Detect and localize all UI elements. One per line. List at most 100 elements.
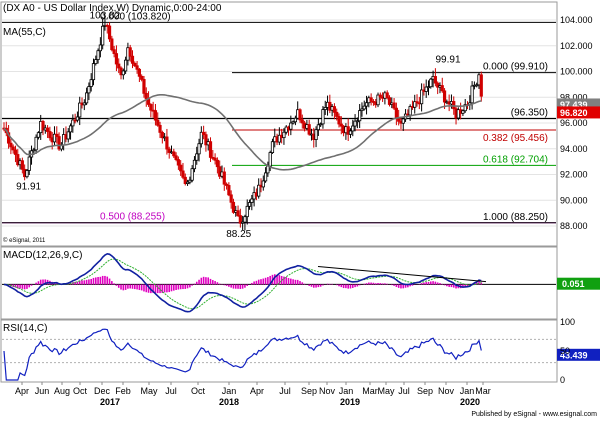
candle-body <box>71 119 75 127</box>
candle-body <box>66 131 70 140</box>
candle-body <box>339 123 343 127</box>
candle-body <box>387 97 392 105</box>
candle-body <box>68 125 73 133</box>
candle-body <box>307 124 311 135</box>
rsi-line <box>3 328 482 381</box>
candle-body <box>85 92 89 104</box>
candle-body <box>362 105 366 110</box>
candle-body <box>394 107 398 119</box>
candle-body <box>195 153 199 161</box>
candle-body <box>25 170 29 178</box>
candle-body <box>96 50 100 60</box>
macd-title: MACD(12,26,9,C) <box>3 250 82 261</box>
candle-body <box>188 179 192 183</box>
candle-body <box>6 132 11 144</box>
candle-body <box>101 25 105 46</box>
x-tick-label: Jun <box>35 386 50 396</box>
candle-body <box>52 133 57 143</box>
candle-body <box>172 151 176 157</box>
candle-body <box>9 142 13 148</box>
candle-body <box>236 210 240 216</box>
candle-body <box>298 109 302 121</box>
x-tick-label: Jul <box>165 386 177 396</box>
macd-value-badge <box>557 277 600 290</box>
candle-body <box>332 106 337 113</box>
rsi-panel <box>0 319 558 383</box>
x-tick-label: Oct <box>191 386 206 396</box>
candle-body <box>353 120 357 127</box>
x-tick-label: Jul <box>279 386 291 396</box>
candle-body <box>243 216 247 223</box>
candle-body <box>227 185 231 196</box>
candle-body <box>55 133 59 137</box>
macd-signal-line <box>3 258 482 310</box>
candle-body <box>360 108 364 112</box>
candle-body <box>87 86 91 94</box>
candle-body <box>323 107 327 110</box>
year-label: 2017 <box>100 397 120 407</box>
candle-body <box>222 171 226 185</box>
fib-label-0.000: 0.000 (99.910) <box>483 62 548 73</box>
candle-body <box>300 119 304 124</box>
price-tick-label: 96.000 <box>560 118 588 128</box>
candle-body <box>149 104 153 111</box>
candle-body <box>415 101 419 104</box>
candle-body <box>263 172 268 182</box>
x-tick-label: Jan <box>339 386 354 396</box>
candle-body <box>185 181 190 184</box>
price-tick-label: 100.000 <box>560 67 593 77</box>
candle-body <box>424 86 428 92</box>
candle-body <box>247 202 252 207</box>
x-tick-label: Mar <box>362 386 378 396</box>
candle-body <box>241 221 245 224</box>
footer-text: Published by eSignal - www.esignal.com <box>471 411 597 418</box>
candle-body <box>440 85 444 92</box>
candle-body <box>183 176 187 184</box>
candle-body <box>337 116 341 125</box>
fib-label-1.000: 1.000 (88.250) <box>483 212 548 223</box>
candle-body <box>426 86 431 89</box>
candle-body <box>91 63 96 81</box>
x-tick-label: Sep <box>417 386 433 396</box>
candle-body <box>16 154 20 166</box>
candle-body <box>321 109 325 125</box>
candle-body <box>73 119 77 122</box>
candle-body <box>140 75 144 80</box>
x-tick-label: Nov <box>319 386 336 396</box>
candle-body <box>284 126 288 133</box>
candle-body <box>124 59 128 72</box>
candle-body <box>13 149 18 155</box>
x-tick-label: May <box>377 386 395 396</box>
candle-body <box>130 55 135 64</box>
candle-body <box>213 157 217 161</box>
candle-body <box>238 215 242 224</box>
rsi-tick-label: 50 <box>560 346 570 356</box>
rsi-panel-frame <box>0 319 558 383</box>
candle-body <box>112 49 116 54</box>
candle-body <box>257 184 261 197</box>
candle-body <box>378 94 382 98</box>
current-price-label: 96.820 <box>560 108 588 118</box>
candle-body <box>401 118 405 124</box>
price-tick-label: 94.000 <box>560 144 588 154</box>
x-tick-label: Apr <box>15 386 29 396</box>
candle-body <box>36 132 41 138</box>
candle-body <box>142 79 146 94</box>
price-tick-label: 102.000 <box>560 41 593 51</box>
ma-55-line <box>3 94 482 171</box>
candle-body <box>270 141 275 154</box>
candle-body <box>176 159 180 166</box>
price-panel-frame <box>0 1 558 247</box>
candle-body <box>346 126 350 135</box>
candle-body <box>110 38 114 51</box>
key-point-label: 91.91 <box>16 182 41 193</box>
candle-body <box>351 125 355 132</box>
candle-body <box>133 62 137 67</box>
candle-body <box>27 156 31 171</box>
rsi-tick-label: 100 <box>560 317 575 327</box>
candle-body <box>277 134 281 143</box>
candle-body <box>48 131 52 139</box>
candle-body <box>117 63 121 69</box>
candle-body <box>218 166 222 177</box>
